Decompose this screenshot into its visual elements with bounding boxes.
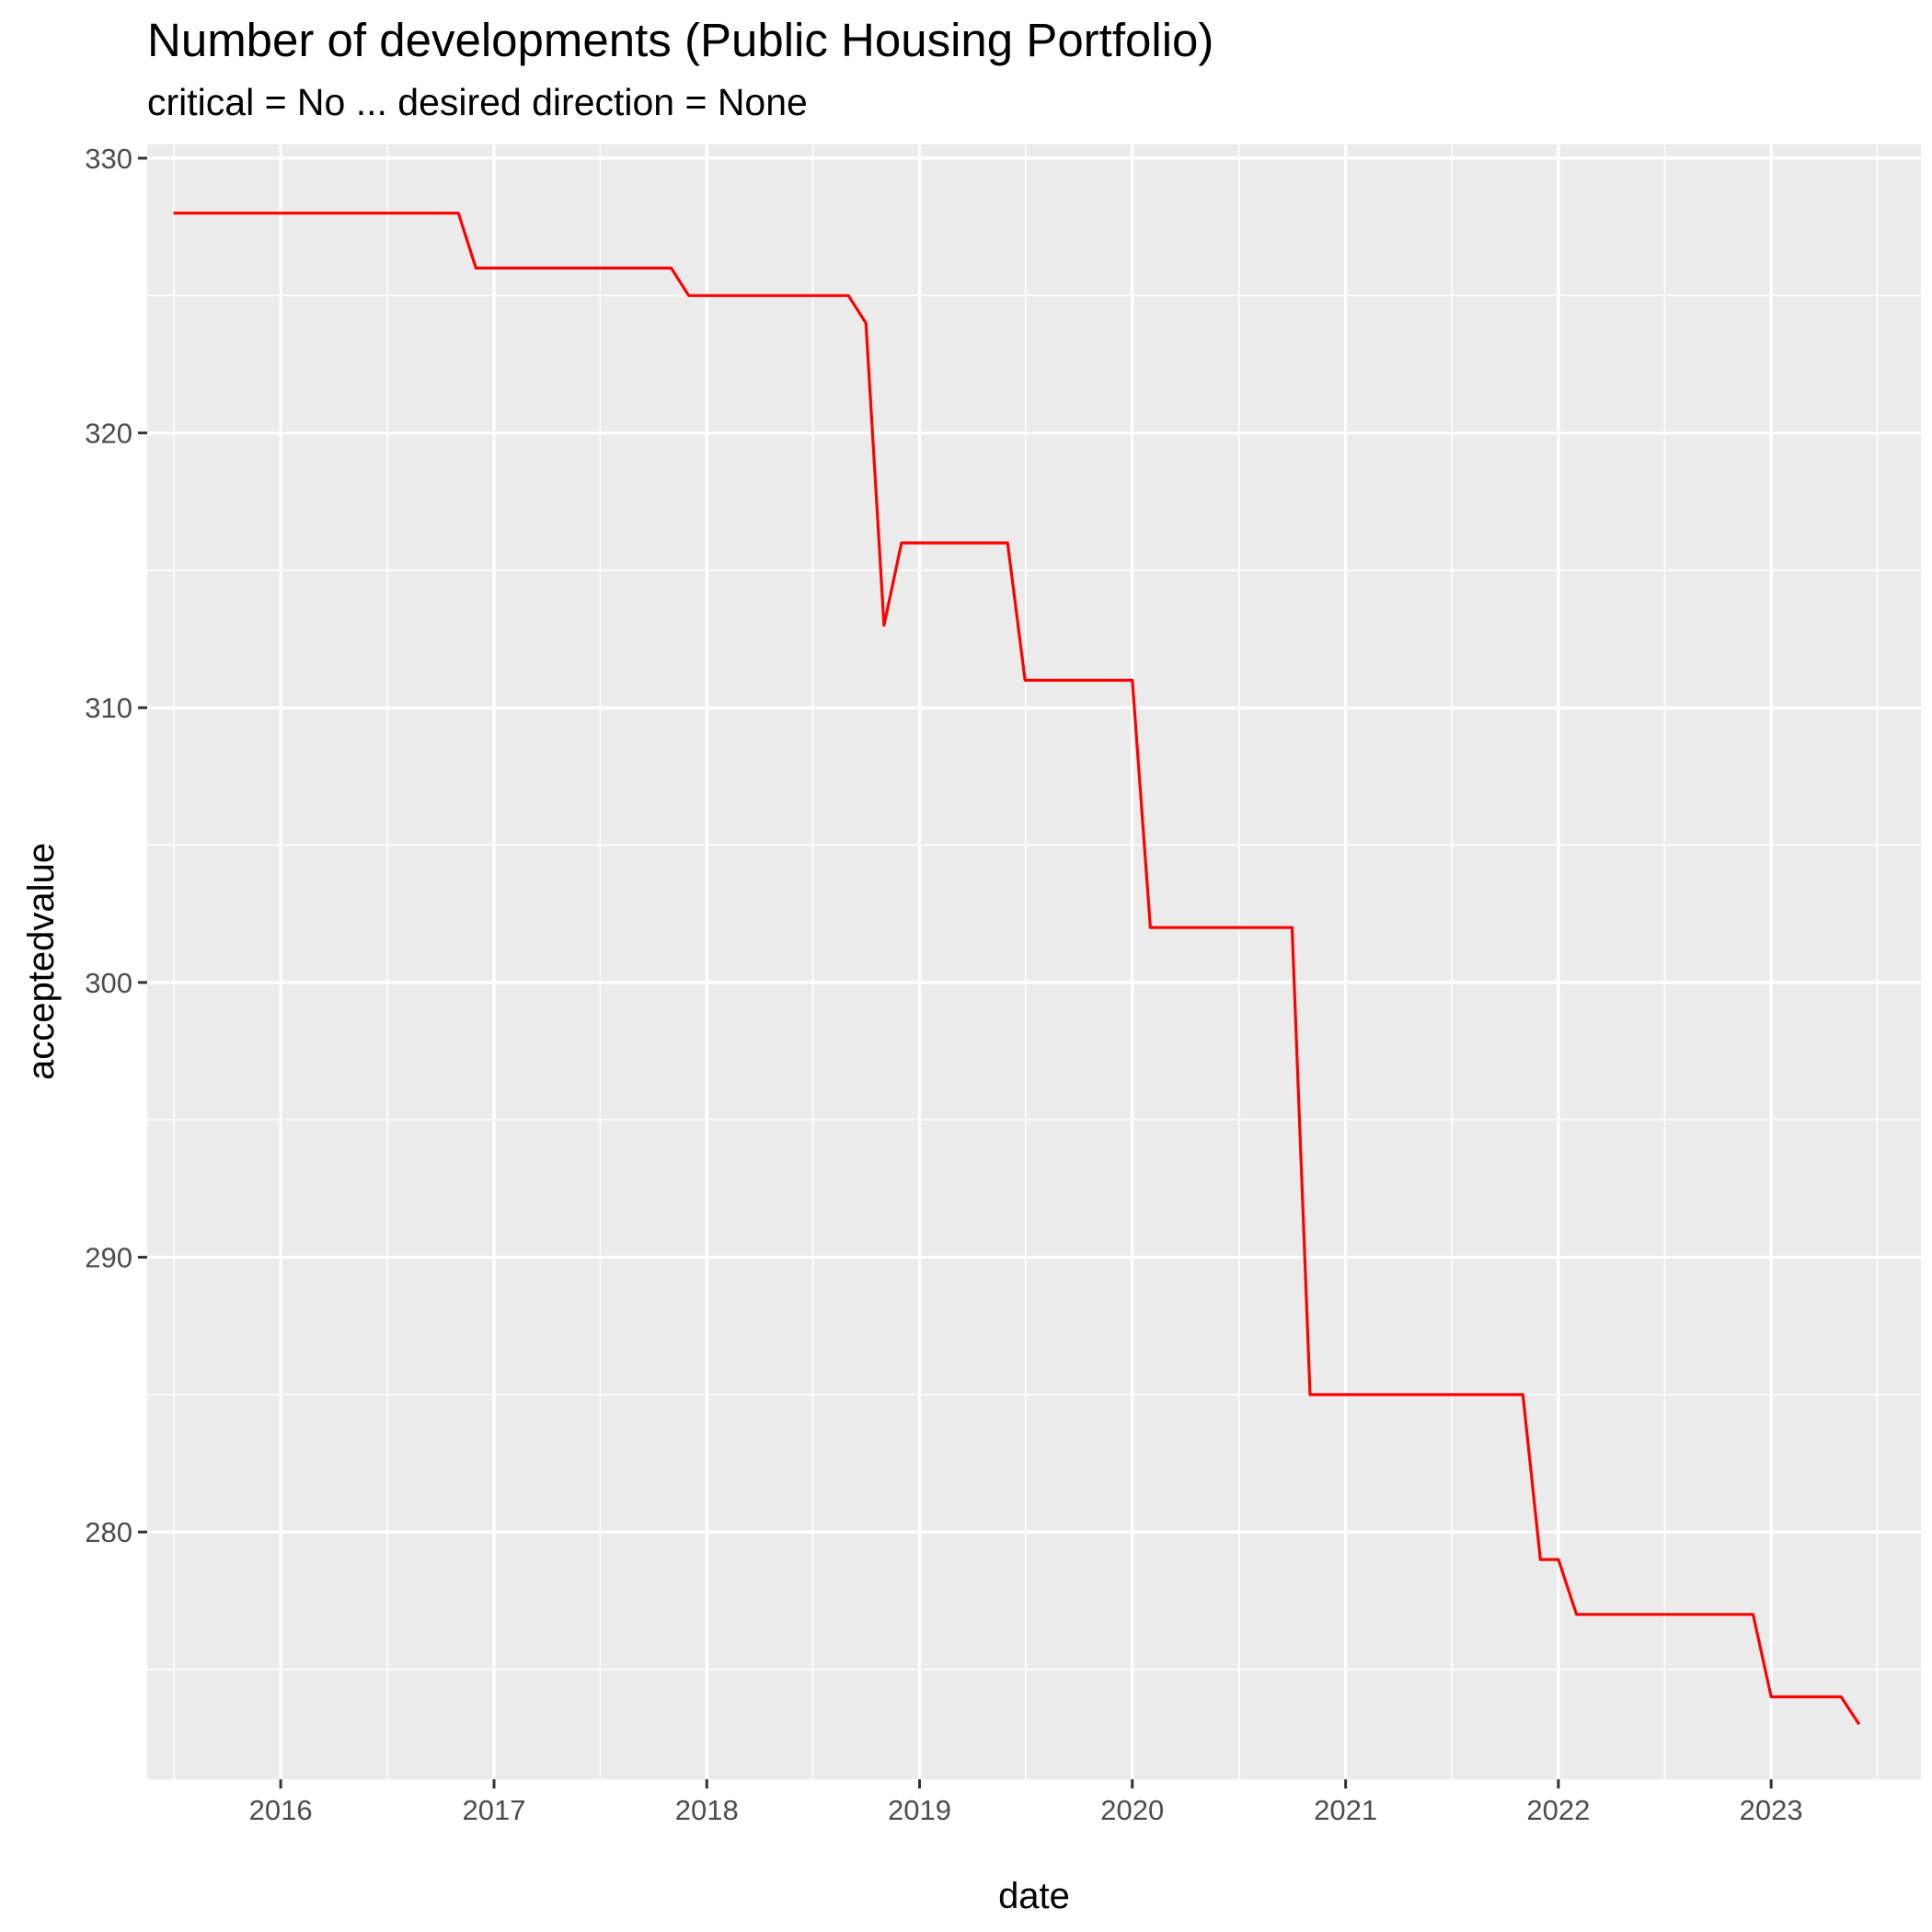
plot-panel [147,144,1921,1779]
y-tick-label: 290 [85,1242,132,1274]
major-gridlines [147,144,1921,1779]
x-tick-label: 2020 [1100,1794,1164,1826]
y-tick-label: 320 [85,418,132,450]
x-tick-label: 2021 [1314,1794,1377,1826]
x-tick-label: 2022 [1526,1794,1590,1826]
chart-subtitle: critical = No ... desired direction = No… [147,81,808,123]
x-tick-label: 2018 [675,1794,739,1826]
series-line [173,212,1861,1726]
y-tick-label: 330 [85,143,132,175]
y-axis: 280 290 300 310 320 330 [85,143,147,1548]
x-axis: 2016 2017 2018 2019 2020 2021 2022 2023 [249,1779,1803,1826]
y-tick-label: 300 [85,967,132,999]
minor-gridlines [147,144,1921,1779]
x-tick-label: 2019 [888,1794,951,1826]
x-tick-label: 2023 [1740,1794,1803,1826]
x-axis-title: date [998,1876,1070,1916]
x-tick-label: 2016 [249,1794,313,1826]
chart-title: Number of developments (Public Housing P… [147,14,1214,66]
y-tick-label: 310 [85,692,132,724]
y-tick-label: 280 [85,1516,132,1548]
x-tick-label: 2017 [462,1794,525,1826]
y-axis-title: acceptedvalue [21,843,62,1080]
